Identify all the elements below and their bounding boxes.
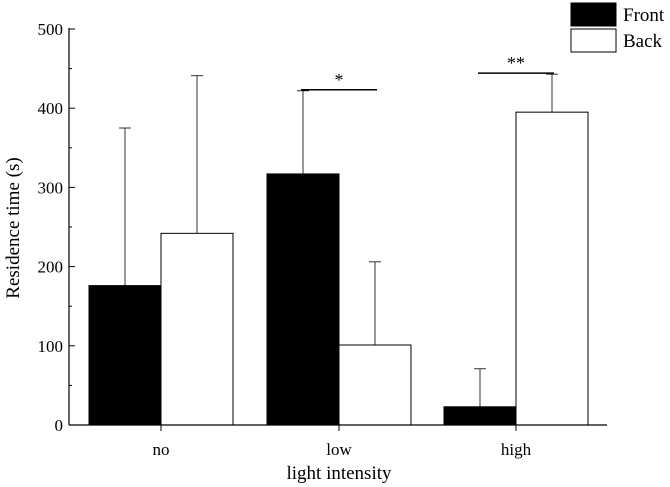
y-axis-title: Residence time (s) [3, 157, 24, 298]
bar-front-high [443, 406, 517, 426]
legend: Front Back [570, 2, 665, 53]
y-tick-label-300: 300 [38, 178, 64, 197]
y-tick-label-0: 0 [55, 416, 64, 435]
significance-label-low: * [335, 70, 344, 90]
legend-label-front: Front [623, 5, 665, 26]
bar-back-high [515, 111, 589, 426]
y-tick-label-100: 100 [38, 337, 64, 356]
legend-swatch-back [570, 28, 617, 53]
error-bars [119, 73, 558, 407]
x-tick-label-high: high [501, 440, 532, 459]
bar-front-low [266, 173, 340, 426]
bar-back-no [160, 232, 234, 426]
x-tick-label-low: low [326, 440, 352, 459]
x-tick-label-no: no [153, 440, 170, 459]
y-tick-label-500: 500 [38, 20, 64, 39]
legend-label-back: Back [623, 31, 663, 52]
legend-swatch-front [570, 2, 617, 27]
y-tick-label-400: 400 [38, 99, 64, 118]
bar-back-low [338, 344, 412, 426]
axes: 0 100 200 300 400 500 no low high [38, 20, 607, 459]
significance-annotations: *** [301, 53, 554, 91]
x-axis-title: light intensity [286, 463, 392, 484]
y-tick-label-200: 200 [38, 258, 64, 277]
bar-front-no [88, 285, 162, 426]
significance-label-high: ** [507, 53, 525, 73]
bars [88, 111, 589, 426]
